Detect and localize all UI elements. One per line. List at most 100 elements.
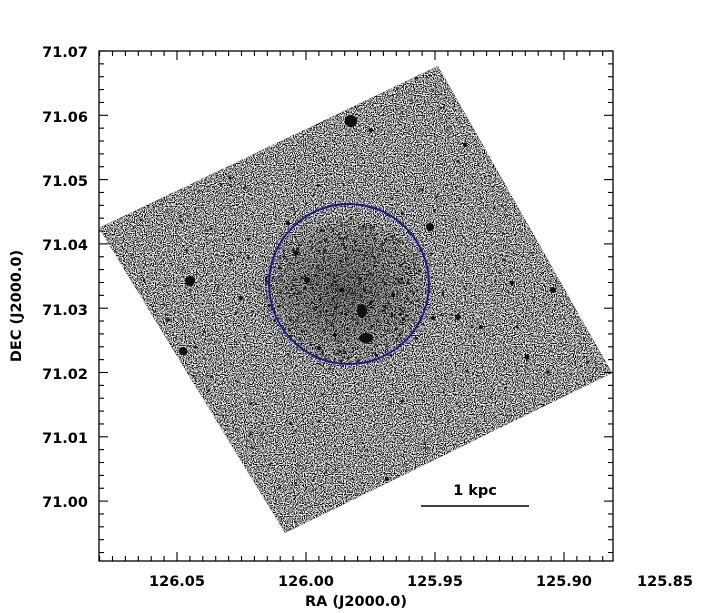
star-source [576,168,579,172]
star-source [464,444,468,447]
star-source [292,466,294,468]
star-source [345,327,349,331]
star-source [289,124,293,128]
star-source [123,299,126,302]
star-source [476,428,480,432]
star-source [277,276,280,279]
star-source [233,129,236,133]
star-source [284,323,287,326]
plot-frame [98,50,614,562]
star-source [362,224,365,228]
star-source [387,277,390,279]
star-source [333,318,336,321]
star-source [184,442,188,446]
star-source [320,293,322,296]
star-source [369,232,372,235]
star-source [393,281,396,285]
star-source [241,472,245,476]
star-source [294,430,297,433]
star-source [165,210,169,214]
star-source [333,333,337,337]
star-source [368,271,370,273]
star-source [168,319,170,321]
star-source [584,433,587,436]
star-source [446,128,449,132]
star-source [564,209,568,214]
star-source [354,524,358,528]
star-source [298,313,301,316]
star-source [421,132,424,136]
star-source [167,138,171,143]
star-source [452,459,454,462]
x-tick-label: 126.00 [278,574,334,590]
star-source [246,237,250,241]
star-source [179,214,183,218]
star-source [296,316,299,319]
star-source [342,355,346,359]
star-source [517,284,519,287]
star-source [459,173,462,175]
star-source [592,433,595,437]
star-source [455,314,461,320]
star-source [382,107,385,110]
star-source [355,321,359,325]
star-source [381,279,384,282]
star-source [398,334,401,337]
star-source [340,231,343,234]
star-source [358,194,361,197]
star-source [138,365,142,369]
star-source [320,229,324,232]
star-source [379,174,382,177]
star-source [387,346,390,348]
star-source [304,430,307,432]
star-source [501,232,505,235]
star-source [366,257,368,259]
star-source [321,393,324,396]
star-source [488,74,491,78]
star-source [317,249,321,253]
star-source [160,198,164,202]
star-source [386,348,389,351]
star-source [139,218,143,222]
star-source [348,290,351,293]
star-source [239,296,243,300]
star-source [330,202,334,206]
star-source [353,292,356,295]
star-source [324,248,327,251]
star-source [386,307,389,310]
star-source [204,373,208,377]
star-source [394,227,397,231]
star-source [402,323,404,325]
star-source [585,292,588,295]
star-source [541,271,544,274]
star-source [443,375,447,378]
star-source [309,343,313,346]
star-source [555,123,558,125]
star-source [464,287,467,291]
star-source [234,405,237,408]
star-source [369,306,373,309]
star-source [411,261,414,264]
star-source [590,416,594,420]
star-source [383,305,387,309]
star-source [331,229,335,233]
star-source [315,282,318,286]
star-source [330,321,333,325]
star-source [430,497,432,500]
star-source [571,431,575,435]
star-source [550,287,556,293]
star-source [399,281,403,285]
star-source [406,297,410,301]
star-source [324,238,328,242]
star-source [334,320,337,323]
star-source [376,344,379,347]
star-source [451,220,454,223]
star-source [417,304,421,308]
star-source [194,345,198,349]
star-source [332,276,336,280]
star-source [345,224,348,227]
star-source [367,351,370,354]
star-source [561,200,565,204]
star-source [585,125,588,129]
star-source [403,261,407,264]
